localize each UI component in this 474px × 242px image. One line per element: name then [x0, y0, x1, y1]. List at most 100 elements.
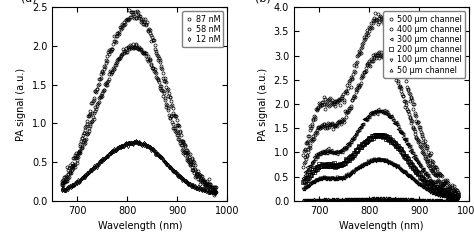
400 μm channel — [301, 166, 306, 168]
100 μm channel — [455, 197, 461, 200]
500 μm channel — [301, 154, 306, 157]
200 μm channel — [304, 176, 310, 179]
Line: 58 nM: 58 nM — [60, 42, 218, 194]
400 μm channel — [355, 83, 361, 86]
300 μm channel — [357, 125, 363, 128]
500 μm channel — [454, 194, 459, 197]
200 μm channel — [455, 194, 461, 197]
58 nM — [199, 180, 204, 182]
500 μm channel — [304, 141, 310, 144]
100 μm channel — [377, 158, 383, 161]
Line: 12 nM: 12 nM — [60, 140, 218, 194]
400 μm channel — [441, 182, 447, 185]
87 nM — [211, 194, 217, 197]
50 μm channel — [441, 199, 447, 202]
12 nM — [213, 191, 219, 194]
Line: 400 μm channel: 400 μm channel — [302, 51, 459, 198]
400 μm channel — [304, 154, 310, 157]
87 nM — [113, 34, 119, 37]
500 μm channel — [455, 190, 461, 193]
50 μm channel — [301, 199, 306, 202]
12 nM — [115, 146, 121, 149]
Line: 100 μm channel: 100 μm channel — [302, 158, 459, 200]
50 μm channel — [375, 197, 381, 200]
200 μm channel — [301, 181, 306, 184]
12 nM — [113, 149, 119, 151]
Line: 300 μm channel: 300 μm channel — [302, 107, 459, 198]
100 μm channel — [357, 166, 363, 169]
200 μm channel — [357, 145, 363, 148]
400 μm channel — [357, 84, 363, 87]
300 μm channel — [441, 189, 447, 192]
87 nM — [199, 178, 204, 181]
100 μm channel — [454, 197, 459, 200]
400 μm channel — [378, 51, 383, 54]
100 μm channel — [355, 166, 361, 169]
300 μm channel — [355, 128, 361, 131]
500 μm channel — [375, 13, 381, 16]
87 nM — [127, 8, 132, 11]
58 nM — [130, 42, 136, 45]
58 nM — [134, 44, 139, 47]
12 nM — [63, 188, 68, 191]
200 μm channel — [441, 191, 447, 194]
100 μm channel — [441, 194, 447, 197]
500 μm channel — [355, 54, 361, 57]
50 μm channel — [455, 199, 461, 202]
400 μm channel — [455, 191, 461, 194]
300 μm channel — [451, 195, 456, 198]
12 nM — [133, 141, 138, 144]
500 μm channel — [357, 51, 363, 53]
200 μm channel — [375, 134, 381, 137]
500 μm channel — [372, 12, 378, 15]
12 nM — [59, 188, 64, 191]
400 μm channel — [448, 195, 454, 198]
200 μm channel — [452, 197, 458, 199]
87 nM — [115, 32, 121, 35]
100 μm channel — [304, 186, 310, 189]
200 μm channel — [355, 148, 361, 151]
12 nM — [211, 191, 217, 194]
12 nM — [134, 140, 139, 143]
300 μm channel — [304, 165, 310, 168]
Text: (b): (b) — [255, 0, 271, 3]
50 μm channel — [377, 197, 383, 200]
Line: 87 nM: 87 nM — [60, 8, 218, 197]
Text: (a): (a) — [20, 0, 36, 3]
400 μm channel — [375, 54, 381, 57]
58 nM — [213, 191, 219, 194]
100 μm channel — [371, 158, 377, 160]
200 μm channel — [377, 134, 383, 136]
50 μm channel — [357, 198, 363, 201]
Y-axis label: PA signal (a.u.): PA signal (a.u.) — [258, 68, 268, 141]
Line: 500 μm channel: 500 μm channel — [302, 12, 459, 197]
Legend: 87 nM, 58 nM, 12 nM: 87 nM, 58 nM, 12 nM — [182, 11, 223, 47]
100 μm channel — [375, 159, 381, 161]
87 nM — [136, 14, 141, 17]
87 nM — [63, 175, 68, 178]
87 nM — [213, 185, 219, 188]
58 nM — [115, 58, 121, 61]
400 μm channel — [376, 57, 382, 60]
58 nM — [59, 183, 64, 186]
50 μm channel — [304, 199, 310, 202]
Legend: 500 μm channel, 400 μm channel, 300 μm channel, 200 μm channel, 100 μm channel, : 500 μm channel, 400 μm channel, 300 μm c… — [383, 11, 465, 78]
87 nM — [134, 16, 139, 19]
500 μm channel — [377, 15, 383, 18]
Line: 200 μm channel: 200 μm channel — [302, 133, 459, 199]
58 nM — [136, 47, 141, 50]
58 nM — [63, 179, 68, 182]
58 nM — [113, 62, 119, 65]
300 μm channel — [455, 195, 461, 198]
12 nM — [136, 141, 141, 144]
X-axis label: Wavelength (nm): Wavelength (nm) — [98, 221, 182, 231]
500 μm channel — [441, 181, 447, 184]
300 μm channel — [375, 110, 381, 113]
50 μm channel — [449, 200, 455, 203]
50 μm channel — [371, 197, 377, 200]
Line: 50 μm channel: 50 μm channel — [302, 197, 459, 203]
200 μm channel — [375, 133, 381, 136]
300 μm channel — [301, 176, 306, 179]
100 μm channel — [301, 188, 306, 191]
X-axis label: Wavelength (nm): Wavelength (nm) — [339, 221, 424, 231]
